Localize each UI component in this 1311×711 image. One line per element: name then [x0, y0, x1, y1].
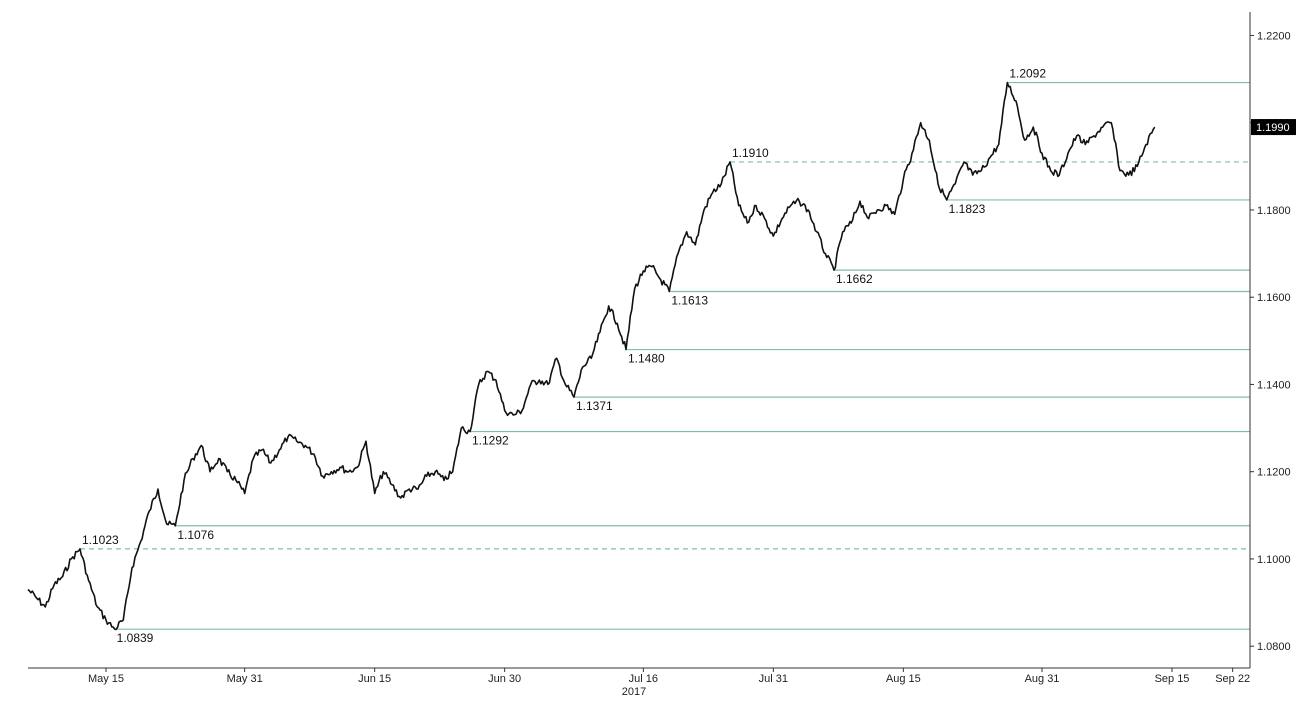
level-labels-layer: 1.0839 1.1023 1.1076 1.1292 1.1371 1.1480 1.16… — [82, 67, 1046, 646]
x-tick-label: Sep 15 — [1155, 673, 1190, 685]
x-tick-label: Sep 22 — [1215, 673, 1250, 685]
last-value-label: 1.1990 — [1256, 122, 1290, 134]
levels-layer — [80, 81, 1250, 630]
year-label: 2017 — [622, 686, 646, 698]
x-tick-label: May 15 — [88, 673, 124, 685]
level-label: 1.1662 — [836, 272, 873, 286]
last-value-badge — [1251, 119, 1296, 136]
x-tick-label: Jul 16 — [629, 673, 658, 685]
level-label: 1.1023 — [82, 533, 119, 547]
level-label: 1.1371 — [576, 399, 613, 413]
series-layer — [27, 81, 1156, 631]
level-label: 1.1613 — [671, 294, 708, 308]
x-tick-label: Aug 15 — [886, 673, 921, 685]
y-tick-label: 1.1000 — [1257, 554, 1291, 566]
y-tick-label: 1.1800 — [1257, 205, 1291, 217]
x-tick-label: Jun 15 — [358, 673, 391, 685]
y-tick-label: 1.1200 — [1257, 467, 1291, 479]
last-value-layer: 1.1990 — [1251, 119, 1296, 136]
level-label: 1.0839 — [117, 631, 154, 645]
level-label: 1.1480 — [628, 352, 665, 366]
level-label: 1.1076 — [177, 528, 214, 542]
level-label: 1.1910 — [732, 146, 769, 160]
y-tick-label: 1.0800 — [1257, 641, 1291, 653]
y-tick-label: 1.2200 — [1257, 30, 1291, 42]
x-tick-label: Aug 31 — [1025, 673, 1060, 685]
x-tick-label: Jun 30 — [488, 673, 521, 685]
level-label: 1.1292 — [472, 434, 509, 448]
level-label: 1.2092 — [1009, 67, 1046, 81]
y-tick-label: 1.1400 — [1257, 379, 1291, 391]
x-tick-label: Jul 31 — [759, 673, 788, 685]
y-tick-label: 1.1600 — [1257, 292, 1291, 304]
x-tick-label: May 31 — [227, 673, 263, 685]
ticks-layer: May 15 May 31 Jun 15 Jun 30 Jul 16 Jul 31 Aug … — [88, 30, 1291, 685]
level-label: 1.1823 — [949, 202, 986, 216]
price-series-line — [27, 81, 1156, 631]
